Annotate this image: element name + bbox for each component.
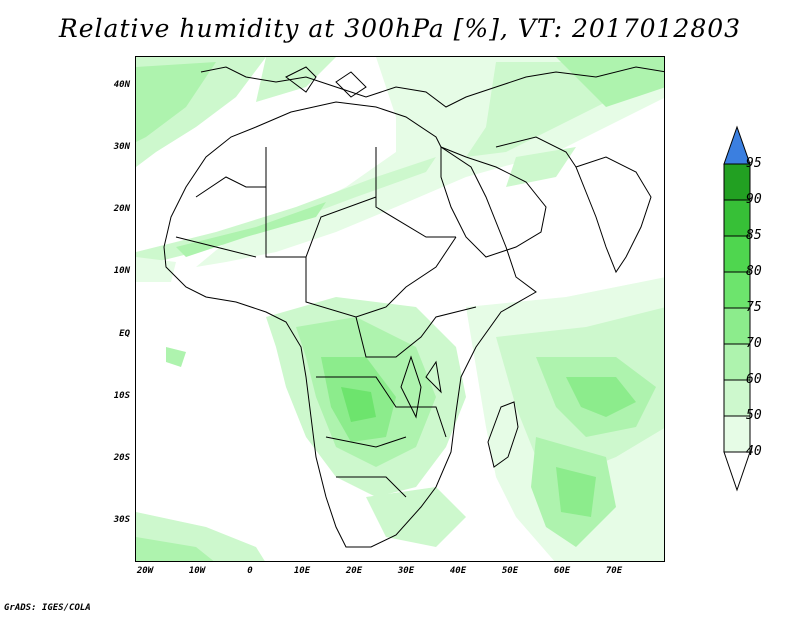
lon-label-20e: 20E <box>345 566 363 576</box>
colorbar-label-40: 40 <box>746 444 762 459</box>
land-outlines <box>163 66 664 548</box>
lon-label-20w: 20W <box>136 566 154 576</box>
lat-label-20s: 20S <box>113 453 130 463</box>
humidity-shading <box>136 57 664 561</box>
humidity-map <box>136 57 664 561</box>
colorbar-segment-40-50 <box>723 415 751 453</box>
colorbar-label-75: 75 <box>746 300 762 315</box>
lon-label-30e: 30E <box>397 566 415 576</box>
map-panel <box>135 56 665 562</box>
colorbar-bottom-arrow <box>723 451 751 492</box>
lat-label-eq: EQ <box>119 329 130 339</box>
colorbar-label-85: 85 <box>746 228 762 243</box>
colorbar-label-70: 70 <box>746 336 762 351</box>
lon-label-50e: 50E <box>501 566 519 576</box>
colorbar-segment-50-60 <box>723 379 751 417</box>
lon-label-40e: 40E <box>449 566 467 576</box>
lon-label-60e: 60E <box>553 566 571 576</box>
colorbar-segment-75-80 <box>723 271 751 309</box>
colorbar-label-95: 95 <box>746 156 762 171</box>
lat-label-40n: 40N <box>113 80 130 90</box>
lon-label-0: 0 <box>247 566 253 576</box>
lon-label-10w: 10W <box>188 566 206 576</box>
colorbar-label-50: 50 <box>746 408 762 423</box>
lat-label-20n: 20N <box>113 204 130 214</box>
colorbar-segment-70-75 <box>723 307 751 345</box>
colorbar-segment-80-85 <box>723 235 751 273</box>
lat-label-10n: 10N <box>113 266 130 276</box>
grads-credit: GrADS: IGES/COLA <box>4 603 91 613</box>
map-title: Relative humidity at 300hPa [%], VT: 201… <box>58 14 742 43</box>
lat-label-10s: 10S <box>113 391 130 401</box>
colorbar-label-60: 60 <box>746 372 762 387</box>
lat-label-30n: 30N <box>113 142 130 152</box>
colorbar-label-90: 90 <box>746 192 762 207</box>
lon-label-10e: 10E <box>293 566 311 576</box>
colorbar-label-80: 80 <box>746 264 762 279</box>
colorbar-segment-90-95 <box>723 163 751 201</box>
color-bar <box>723 125 751 492</box>
lon-label-70e: 70E <box>605 566 623 576</box>
lat-label-30s: 30S <box>113 515 130 525</box>
